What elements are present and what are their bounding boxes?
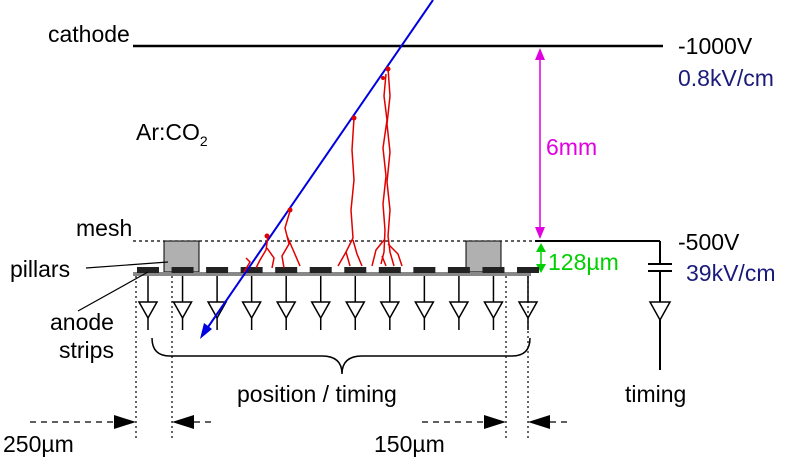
anode-strip (517, 267, 539, 273)
particle-track (200, 0, 434, 339)
anode-strip (171, 267, 194, 273)
amplifier-icon (379, 301, 401, 320)
drift-gap-dimension (535, 48, 545, 239)
gas-label: Ar:CO2 (136, 119, 208, 149)
anode-strip (413, 267, 436, 273)
anode-strip (447, 267, 470, 273)
amplifier-icon (517, 301, 539, 320)
anode-strips (137, 267, 539, 273)
pillars-label: pillars (10, 256, 70, 282)
amplification-field-label: 39kV/cm (686, 260, 775, 286)
amplifier-icon (137, 301, 159, 320)
amplifier-icon (241, 301, 262, 320)
drift-gap-label: 6mm (546, 134, 597, 160)
anode-strip (378, 267, 401, 273)
strip-amplifiers (137, 276, 539, 330)
pitch-dimension (30, 276, 212, 438)
amplifier-icon (344, 301, 366, 320)
electron-avalanches (243, 67, 403, 273)
cathode-label: cathode (48, 21, 130, 47)
mesh-voltage: -500V (678, 229, 740, 255)
amplifier-icon (414, 301, 435, 320)
timing-channel (648, 241, 672, 370)
strip-width-dimension (422, 276, 568, 438)
amplifier-icon (448, 301, 470, 320)
position-timing-label: position / timing (237, 381, 397, 407)
amplifier-icon (172, 301, 193, 320)
amplifier-icon (310, 301, 332, 320)
amplifier-icon (483, 301, 504, 320)
pitch-label: 250µm (3, 431, 74, 457)
anode-strip (275, 267, 298, 273)
anode-strip (344, 267, 367, 273)
timing-label: timing (625, 381, 686, 407)
anode-strip (137, 267, 159, 273)
amplifier-icon (206, 301, 228, 320)
pillars-leader (85, 261, 169, 269)
mesh-label: mesh (76, 215, 132, 241)
electron-dots (264, 66, 391, 239)
strip-width-label: 150µm (374, 431, 445, 457)
strips-label: strips (59, 337, 114, 363)
amplification-gap-dimension (536, 243, 546, 273)
readout-brace (151, 337, 531, 375)
anode-label: anode (50, 309, 114, 335)
anode-strip (206, 267, 229, 273)
anode-strip (482, 267, 505, 273)
drift-field-label: 0.8kV/cm (678, 65, 774, 91)
amplification-gap-label: 128µm (548, 249, 619, 275)
anode-leader (77, 271, 149, 312)
cathode-voltage: -1000V (678, 33, 753, 59)
pillar-right (465, 240, 502, 273)
anode-strip (240, 267, 263, 273)
amplifier-icon (275, 301, 297, 320)
substrate (133, 272, 531, 276)
anode-strip (309, 267, 332, 273)
pillar-left (163, 240, 200, 273)
